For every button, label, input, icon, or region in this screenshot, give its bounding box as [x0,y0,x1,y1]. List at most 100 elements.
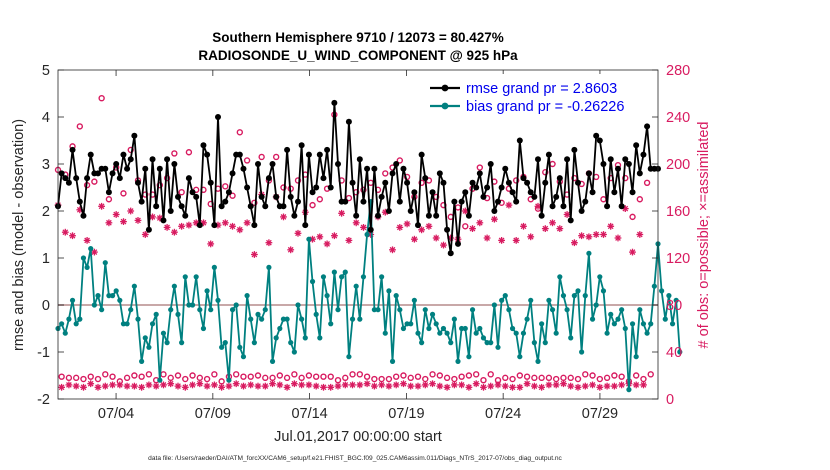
assimilated-obs-marker [243,219,251,227]
asterisk-stroke [109,382,116,388]
rmse-point [135,179,141,186]
rmse-point [116,175,123,182]
assimilated-obs-marker [487,382,495,390]
bias-point [389,358,396,364]
rmse-point [102,165,109,172]
asterisk-stroke [462,208,469,214]
bias-point [433,321,439,327]
possible-obs-marker [636,196,644,203]
bias-point [382,330,388,336]
rmse-point [240,165,247,172]
assimilated-obs-marker [389,246,396,254]
assimilated-obs-marker [349,381,356,389]
possible-obs-marker [407,374,414,382]
assimilated-obs-marker [189,381,196,389]
possible-obs-marker [458,373,465,380]
bias-point [364,231,370,238]
asterisk-stroke [131,383,138,389]
bias-point [153,311,159,317]
rmse-point [524,179,531,186]
assimilated-obs-marker [552,381,560,389]
asterisk-stroke [480,384,487,391]
possible-obs-marker [342,374,349,382]
bias-point [131,283,137,289]
assimilated-obs-marker [370,382,378,390]
possible-obs-marker [327,373,334,380]
possible-obs-marker [87,373,94,380]
rmse-point [120,151,127,158]
chart-title-line-1: Southern Hemisphere 9710 / 12073 = 80.42… [212,30,504,45]
asterisk-stroke [396,224,403,231]
bias-point [557,274,563,280]
assimilated-obs-marker [549,219,556,227]
asterisk-stroke [167,380,174,387]
assimilated-obs-marker [545,381,553,389]
possible-obs-marker [123,374,131,382]
bias-point [400,325,407,332]
asterisk-stroke [164,224,170,231]
assimilated-obs-marker [254,382,262,390]
asterisk-stroke [596,384,603,391]
possible-obs-marker [320,373,327,380]
asterisk-stroke [549,219,556,226]
bias-point [531,340,537,346]
bias-point [128,307,134,313]
rmse-point [251,222,258,229]
bias-point [546,297,552,303]
asterisk-stroke [451,382,458,388]
bias-point [371,307,377,313]
asterisk-stroke [429,380,436,387]
possible-obs-marker [247,373,254,380]
asterisk-stroke [280,214,287,220]
bias-point [484,340,490,346]
assimilated-obs-marker [178,222,186,230]
asterisk-stroke [386,383,392,389]
rmse-point [244,184,251,191]
rmse-point [182,212,189,219]
bias-point [426,325,432,332]
assimilated-obs-marker [527,233,535,241]
assimilated-obs-marker [280,213,287,221]
bias-point [506,307,512,313]
asterisk-stroke [560,380,567,387]
rmse-point [316,151,323,158]
asterisk-stroke [178,223,185,230]
rmse-point [585,170,592,177]
asterisk-stroke [516,384,523,391]
y-tick-label: 4 [42,110,50,126]
rmse-point [404,179,411,186]
rmse-point [298,142,305,149]
bias-point [360,274,367,280]
asterisk-stroke [156,215,163,221]
rmse-point [287,193,294,200]
assimilated-obs-marker [305,381,313,389]
assimilated-obs-marker [396,223,404,231]
assimilated-obs-marker [283,383,291,391]
legend-rmse-label: rmse grand pr = 2.8603 [466,81,617,97]
rmse-point [462,189,469,196]
possible-obs-marker [596,375,604,383]
possible-obs-marker [251,199,258,206]
assimilated-obs-marker [298,381,306,389]
rmse-point [171,161,178,167]
bias-point [349,316,356,322]
asterisk-stroke [415,383,421,389]
assimilated-obs-marker [556,225,564,233]
asterisk-stroke [535,203,541,210]
assimilated-obs-marker [472,380,480,388]
x-tick-label: 07/04 [98,406,134,422]
possible-obs-marker [258,153,265,161]
bias-point [179,340,185,346]
bias-point [266,264,272,270]
rmse-series [55,99,661,257]
asterisk-stroke [593,231,600,238]
rmse-point [411,189,418,196]
legend-bias-marker [441,102,449,110]
asterisk-stroke [513,237,520,244]
bias-point [528,297,534,303]
bias-point [237,344,243,350]
asterisk-stroke [484,235,490,241]
rmse-point [560,203,567,210]
bias-point [448,340,454,346]
rmse-point [149,156,156,163]
